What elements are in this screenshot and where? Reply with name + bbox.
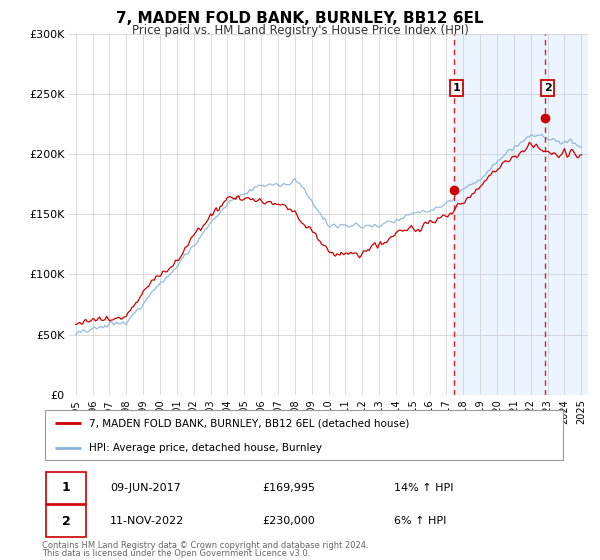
Text: 2: 2 [62, 515, 71, 528]
Text: 09-JUN-2017: 09-JUN-2017 [110, 483, 181, 493]
Text: Contains HM Land Registry data © Crown copyright and database right 2024.: Contains HM Land Registry data © Crown c… [42, 541, 368, 550]
Text: 1: 1 [452, 83, 460, 93]
Text: 2: 2 [544, 83, 551, 93]
FancyBboxPatch shape [46, 472, 86, 504]
Text: 7, MADEN FOLD BANK, BURNLEY, BB12 6EL: 7, MADEN FOLD BANK, BURNLEY, BB12 6EL [116, 11, 484, 26]
Text: £169,995: £169,995 [263, 483, 316, 493]
FancyBboxPatch shape [46, 505, 86, 538]
Text: £230,000: £230,000 [263, 516, 315, 526]
FancyBboxPatch shape [44, 410, 563, 460]
Text: HPI: Average price, detached house, Burnley: HPI: Average price, detached house, Burn… [89, 442, 322, 452]
Text: 11-NOV-2022: 11-NOV-2022 [110, 516, 185, 526]
Text: 1: 1 [62, 481, 71, 494]
Text: 14% ↑ HPI: 14% ↑ HPI [394, 483, 453, 493]
Text: 7, MADEN FOLD BANK, BURNLEY, BB12 6EL (detached house): 7, MADEN FOLD BANK, BURNLEY, BB12 6EL (d… [89, 418, 410, 428]
Text: Price paid vs. HM Land Registry's House Price Index (HPI): Price paid vs. HM Land Registry's House … [131, 24, 469, 36]
Text: This data is licensed under the Open Government Licence v3.0.: This data is licensed under the Open Gov… [42, 549, 310, 558]
Bar [454, 34, 600, 395]
Text: 6% ↑ HPI: 6% ↑ HPI [394, 516, 446, 526]
